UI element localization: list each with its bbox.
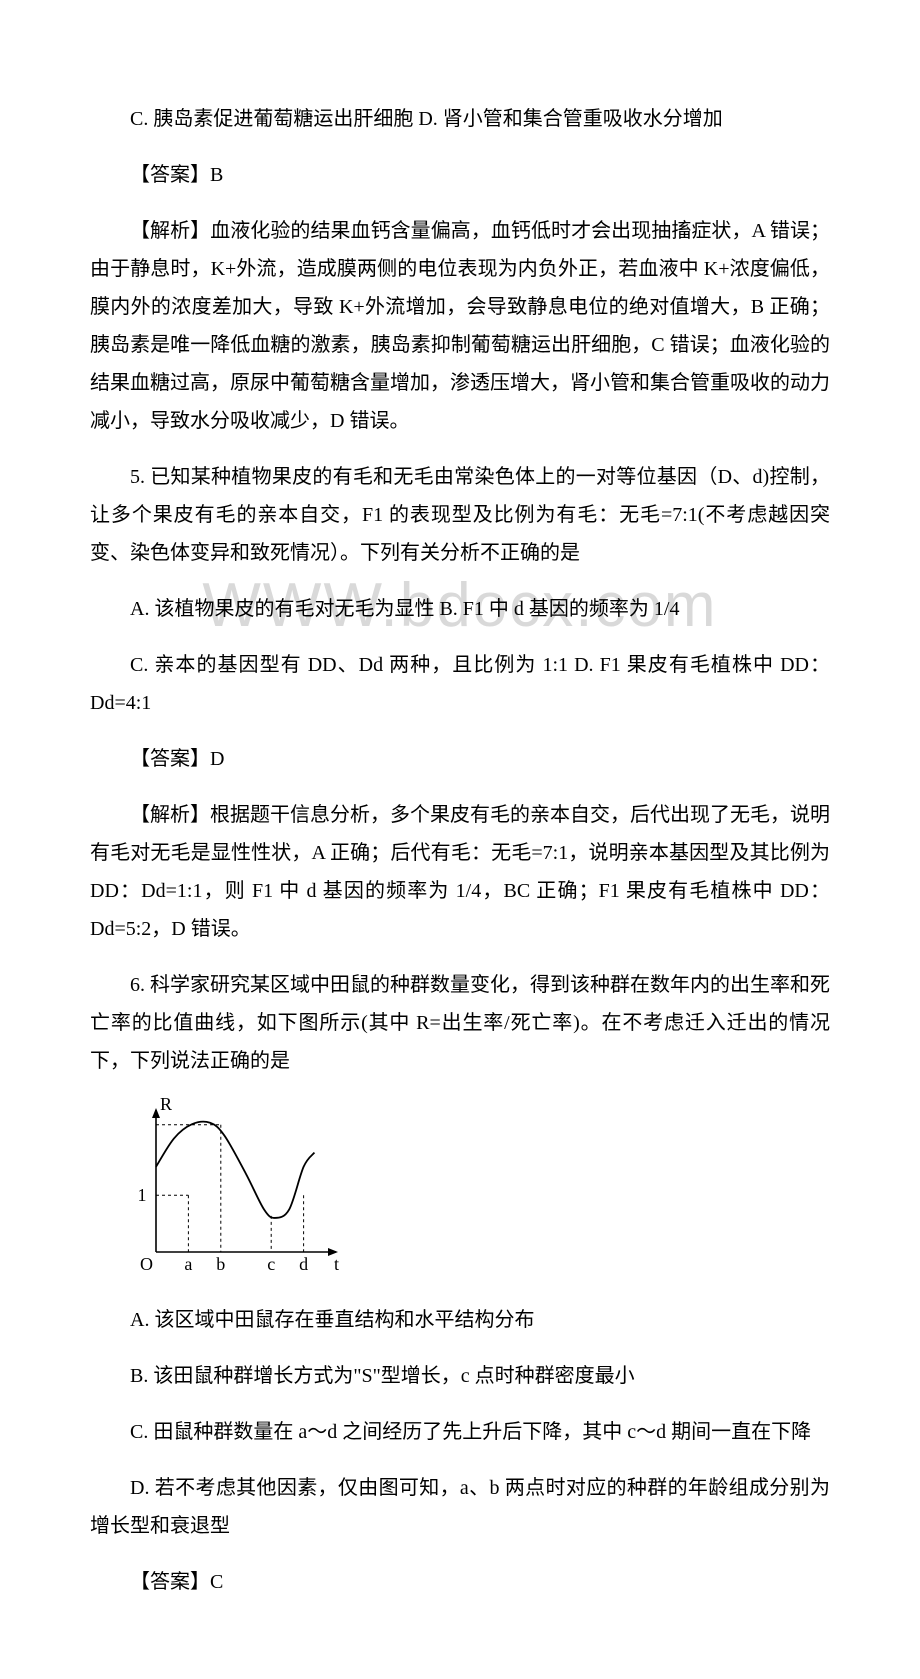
svg-text:d: d bbox=[299, 1254, 308, 1274]
option-c-q6: C. 田鼠种群数量在 a～d 之间经历了先上升后下降，其中 c～d 期间一直在下… bbox=[90, 1413, 830, 1451]
svg-text:O: O bbox=[140, 1254, 153, 1274]
chart-svg: 1 R Ot a b c d bbox=[122, 1098, 352, 1278]
answer-label-q6: 【答案】C bbox=[90, 1563, 830, 1601]
answer-label-q5: 【答案】D bbox=[90, 740, 830, 778]
svg-text:t: t bbox=[334, 1254, 339, 1274]
chart-q6: 1 R Ot a b c d bbox=[122, 1098, 830, 1283]
svg-text:a: a bbox=[184, 1254, 192, 1274]
option-d-q6: D. 若不考虑其他因素，仅由图可知，a、b 两点时对应的种群的年龄组成分别为增长… bbox=[90, 1469, 830, 1545]
option-b-q6: B. 该田鼠种群增长方式为"S"型增长，c 点时种群密度最小 bbox=[90, 1357, 830, 1395]
svg-text:c: c bbox=[267, 1254, 275, 1274]
svg-text:b: b bbox=[216, 1254, 225, 1274]
explanation-q5: 【解析】根据题干信息分析，多个果皮有毛的亲本自交，后代出现了无毛，说明有毛对无毛… bbox=[90, 796, 830, 948]
explanation-q4: 【解析】血液化验的结果血钙含量偏高，血钙低时才会出现抽搐症状，A 错误；由于静息… bbox=[90, 212, 830, 440]
answer-label-q4: 【答案】B bbox=[90, 156, 830, 194]
question-6: 6. 科学家研究某区域中田鼠的种群数量变化，得到该种群在数年内的出生率和死亡率的… bbox=[90, 966, 830, 1080]
option-line-ab-q5: A. 该植物果皮的有毛对无毛为显性 B. F1 中 d 基因的频率为 1/4 bbox=[90, 590, 830, 628]
option-line-cd: C. 胰岛素促进葡萄糖运出肝细胞 D. 肾小管和集合管重吸收水分增加 bbox=[90, 100, 830, 138]
option-a-q6: A. 该区域中田鼠存在垂直结构和水平结构分布 bbox=[90, 1301, 830, 1339]
svg-text:R: R bbox=[160, 1098, 172, 1114]
svg-text:1: 1 bbox=[138, 1185, 147, 1205]
option-line-cd-q5: C. 亲本的基因型有 DD、Dd 两种，且比例为 1:1 D. F1 果皮有毛植… bbox=[90, 646, 830, 722]
question-5: 5. 已知某种植物果皮的有毛和无毛由常染色体上的一对等位基因（D、d)控制，让多… bbox=[90, 458, 830, 572]
